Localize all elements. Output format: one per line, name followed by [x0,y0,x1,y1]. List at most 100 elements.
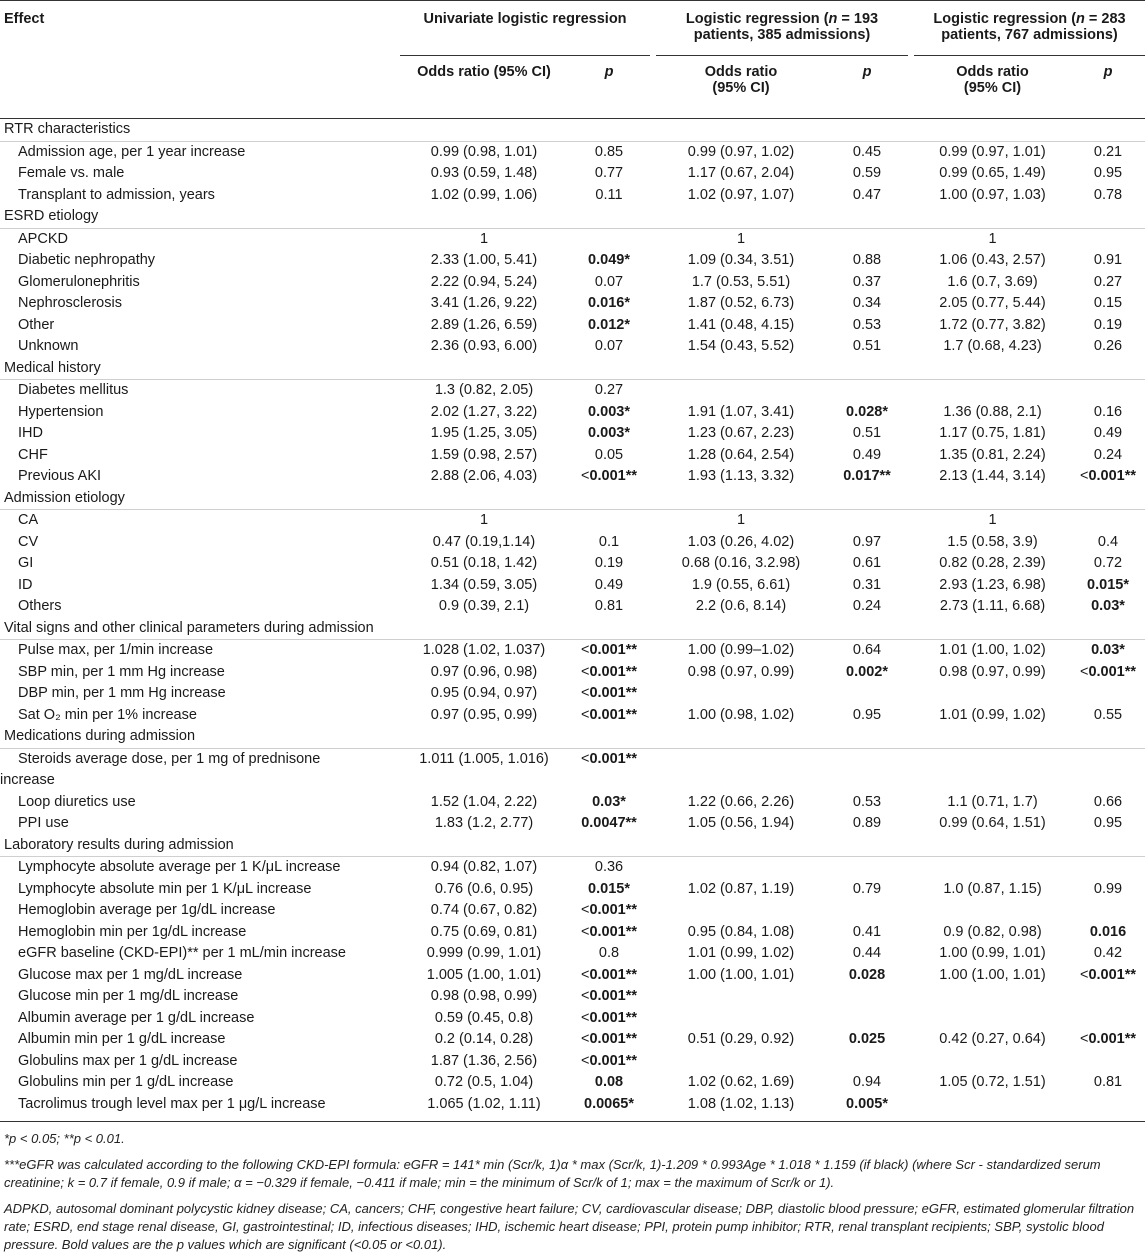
odds-ratio-cell [914,900,1071,922]
odds-ratio-cell: 1.00 (0.99, 1.01) [939,945,1046,961]
odds-ratio-cell: 2.88 (2.06, 4.03) [430,468,538,484]
p-header: p [826,55,909,119]
odds-ratio-cell: 1.7 (0.53, 5.51) [691,273,791,290]
odds-ratio-cell: 3.41 (1.26, 9.22) [430,295,538,311]
effect-label: Female vs. male [18,165,125,181]
odds-ratio-cell [914,1094,1071,1116]
effect-label: Other [18,316,55,333]
p-value-cell: 0.0065* [584,1095,634,1112]
p-value-cell: 0.51 [852,338,882,354]
table-row: CA 1 1 1 [0,510,1145,532]
effect-label: Others [18,598,62,614]
table-row: Glomerulonephritis 2.22 (0.94, 5.24) 0.07 1… [0,272,1145,294]
p-value-cell: 0.08 [594,1074,624,1090]
p-value-cell [826,986,908,1008]
p-value-cell: 0.028 [848,966,886,983]
p-value-cell: 0.31 [852,576,882,593]
odds-ratio-cell: 1.23 (0.67, 2.23) [687,425,795,441]
odds-ratio-cell: 1.02 (0.87, 1.19) [687,880,795,897]
table-row: Hypertension 2.02 (1.27, 3.22) 0.003* 1.91 … [0,402,1145,424]
odds-ratio-cell: 1.34 (0.59, 3.05) [430,576,538,593]
p-value-cell: 0.017** [843,468,891,484]
odds-ratio-cell: 1 [479,512,489,528]
odds-ratio-cell [914,986,1071,1008]
p-value-cell: 0.72 [1093,555,1123,571]
table-row: Lymphocyte absolute average per 1 K/μL i… [0,857,1145,879]
table-row: Previous AKI 2.88 (2.06, 4.03) <0.001** 1.9… [0,466,1145,488]
p-value-cell: 0.002* [846,663,888,680]
effect-label: Lymphocyte absolute min per 1 K/μL incre… [18,880,312,897]
odds-ratio-cell: 0.97 (0.96, 0.98) [430,663,538,680]
p-value-cell: 0.44 [852,945,882,961]
effect-label: Globulins max per 1 g/dL increase [18,1052,238,1069]
p-value-cell: 0.97 [852,533,882,550]
effect-label: ID [18,576,33,593]
table-row: SBP min, per 1 mm Hg increase 0.97 (0.96,… [0,662,1145,684]
odds-ratio-cell: 1.05 (0.72, 1.51) [939,1074,1046,1090]
p-value-cell: 0.012* [588,316,630,333]
table-row: Globulins max per 1 g/dL increase 1.87 (1… [0,1051,1145,1073]
p-value-cell: 0.11 [595,186,623,203]
odds-ratio-cell: 1.01 (0.99, 1.02) [939,706,1046,723]
effect-label: CHF [18,446,48,463]
header-row-2: Odds ratio (95% CI) p Odds ratio (95% CI)… [0,55,1145,119]
odds-ratio-cell: 1.95 (1.25, 3.05) [430,425,538,441]
odds-ratio-cell: 1.7 (0.68, 4.23) [943,338,1042,354]
effect-header: Effect [0,0,400,119]
odds-ratio-cell: 1.36 (0.88, 2.1) [943,403,1042,420]
odds-ratio-cell: 0.97 (0.95, 0.99) [430,706,538,723]
p-value-cell [1071,857,1145,879]
header-row-1: Effect Univariate logistic regression Lo… [0,0,1145,119]
odds-ratio-cell: 1 [988,230,997,247]
p-value-cell: 0.24 [852,598,882,614]
p-value-cell: 0.049* [588,252,630,268]
odds-ratio-cell: 1.02 (0.62, 1.69) [687,1074,795,1090]
table-row: Transplant to admission, years 1.02 (0.99… [0,185,1145,207]
odds-ratio-cell: 1.00 (1.00, 1.01) [687,966,795,983]
p-value-cell: 0.91 [1093,252,1123,268]
table-row: Glucose max per 1 mg/dL increase 1.005 (1… [0,965,1145,987]
table-row: Nephrosclerosis 3.41 (1.26, 9.22) 0.016* 1.… [0,293,1145,315]
table-row: Sat O₂ min per 1% increase 0.97 (0.95, 0.… [0,705,1145,727]
odds-ratio-cell: 0.82 (0.28, 2.39) [939,555,1046,571]
p-value-cell: 0.77 [594,165,624,181]
odds-ratio-cell [656,380,826,402]
odds-ratio-cell: 2.22 (0.94, 5.24) [430,273,538,290]
odds-ratio-cell: 2.89 (1.26, 6.59) [430,316,538,333]
odds-ratio-cell: 2.33 (1.00, 5.41) [430,252,538,268]
table-row: Female vs. male 0.93 (0.59, 1.48) 0.77 1.17… [0,163,1145,185]
section-label: RTR characteristics [0,118,1145,142]
p-value-cell: 0.45 [852,143,882,160]
odds-ratio-cell: 1 [988,512,997,528]
p-value-cell [568,228,650,250]
odds-ratio-cell: 0.99 (0.65, 1.49) [939,165,1046,181]
odds-ratio-cell: 2.93 (1.23, 6.98) [939,576,1046,593]
p-value-cell [1071,228,1145,250]
odds-ratio-cell: 1 [736,512,746,528]
effect-label: Glomerulonephritis [18,273,140,290]
odds-ratio-cell: 0.98 (0.97, 0.99) [687,663,795,680]
or-header: Odds ratio (95% CI) [656,55,827,119]
odds-ratio-cell: 0.51 (0.29, 0.92) [687,1031,795,1047]
p-value-cell [1071,986,1145,1008]
p-value-cell: 0.005* [846,1095,888,1112]
odds-ratio-cell [656,1051,826,1073]
odds-ratio-cell: 2.36 (0.93, 6.00) [430,338,538,354]
p-value-cell: 0.27 [594,382,624,398]
odds-ratio-cell: 1.17 (0.75, 1.81) [939,425,1046,441]
p-value-cell: 0.37 [852,273,882,290]
effect-label: Hemoglobin average per 1g/dL increase [18,902,276,918]
p-value-cell: 0.49 [1093,425,1123,441]
table-row: Albumin average per 1 g/dL increase 0.59 … [0,1008,1145,1030]
effect-label: Tacrolimus trough level max per 1 μg/L i… [18,1095,326,1112]
effect-label: Hypertension [18,403,104,420]
table-row: Unknown 2.36 (0.93, 6.00) 0.07 1.54 (0.43, … [0,336,1145,358]
odds-ratio-cell: 1.59 (0.98, 2.57) [430,446,538,463]
odds-ratio-cell [656,683,826,705]
p-value-cell: 0.95 [1093,815,1123,831]
effect-label: Transplant to admission, years [18,186,215,203]
effect-label: CV [18,533,39,550]
p-value-cell: <0.001** [1079,468,1137,484]
p-value-cell: 0.64 [852,642,882,658]
odds-ratio-cell: 1.011 (1.005, 1.016) [419,750,549,767]
